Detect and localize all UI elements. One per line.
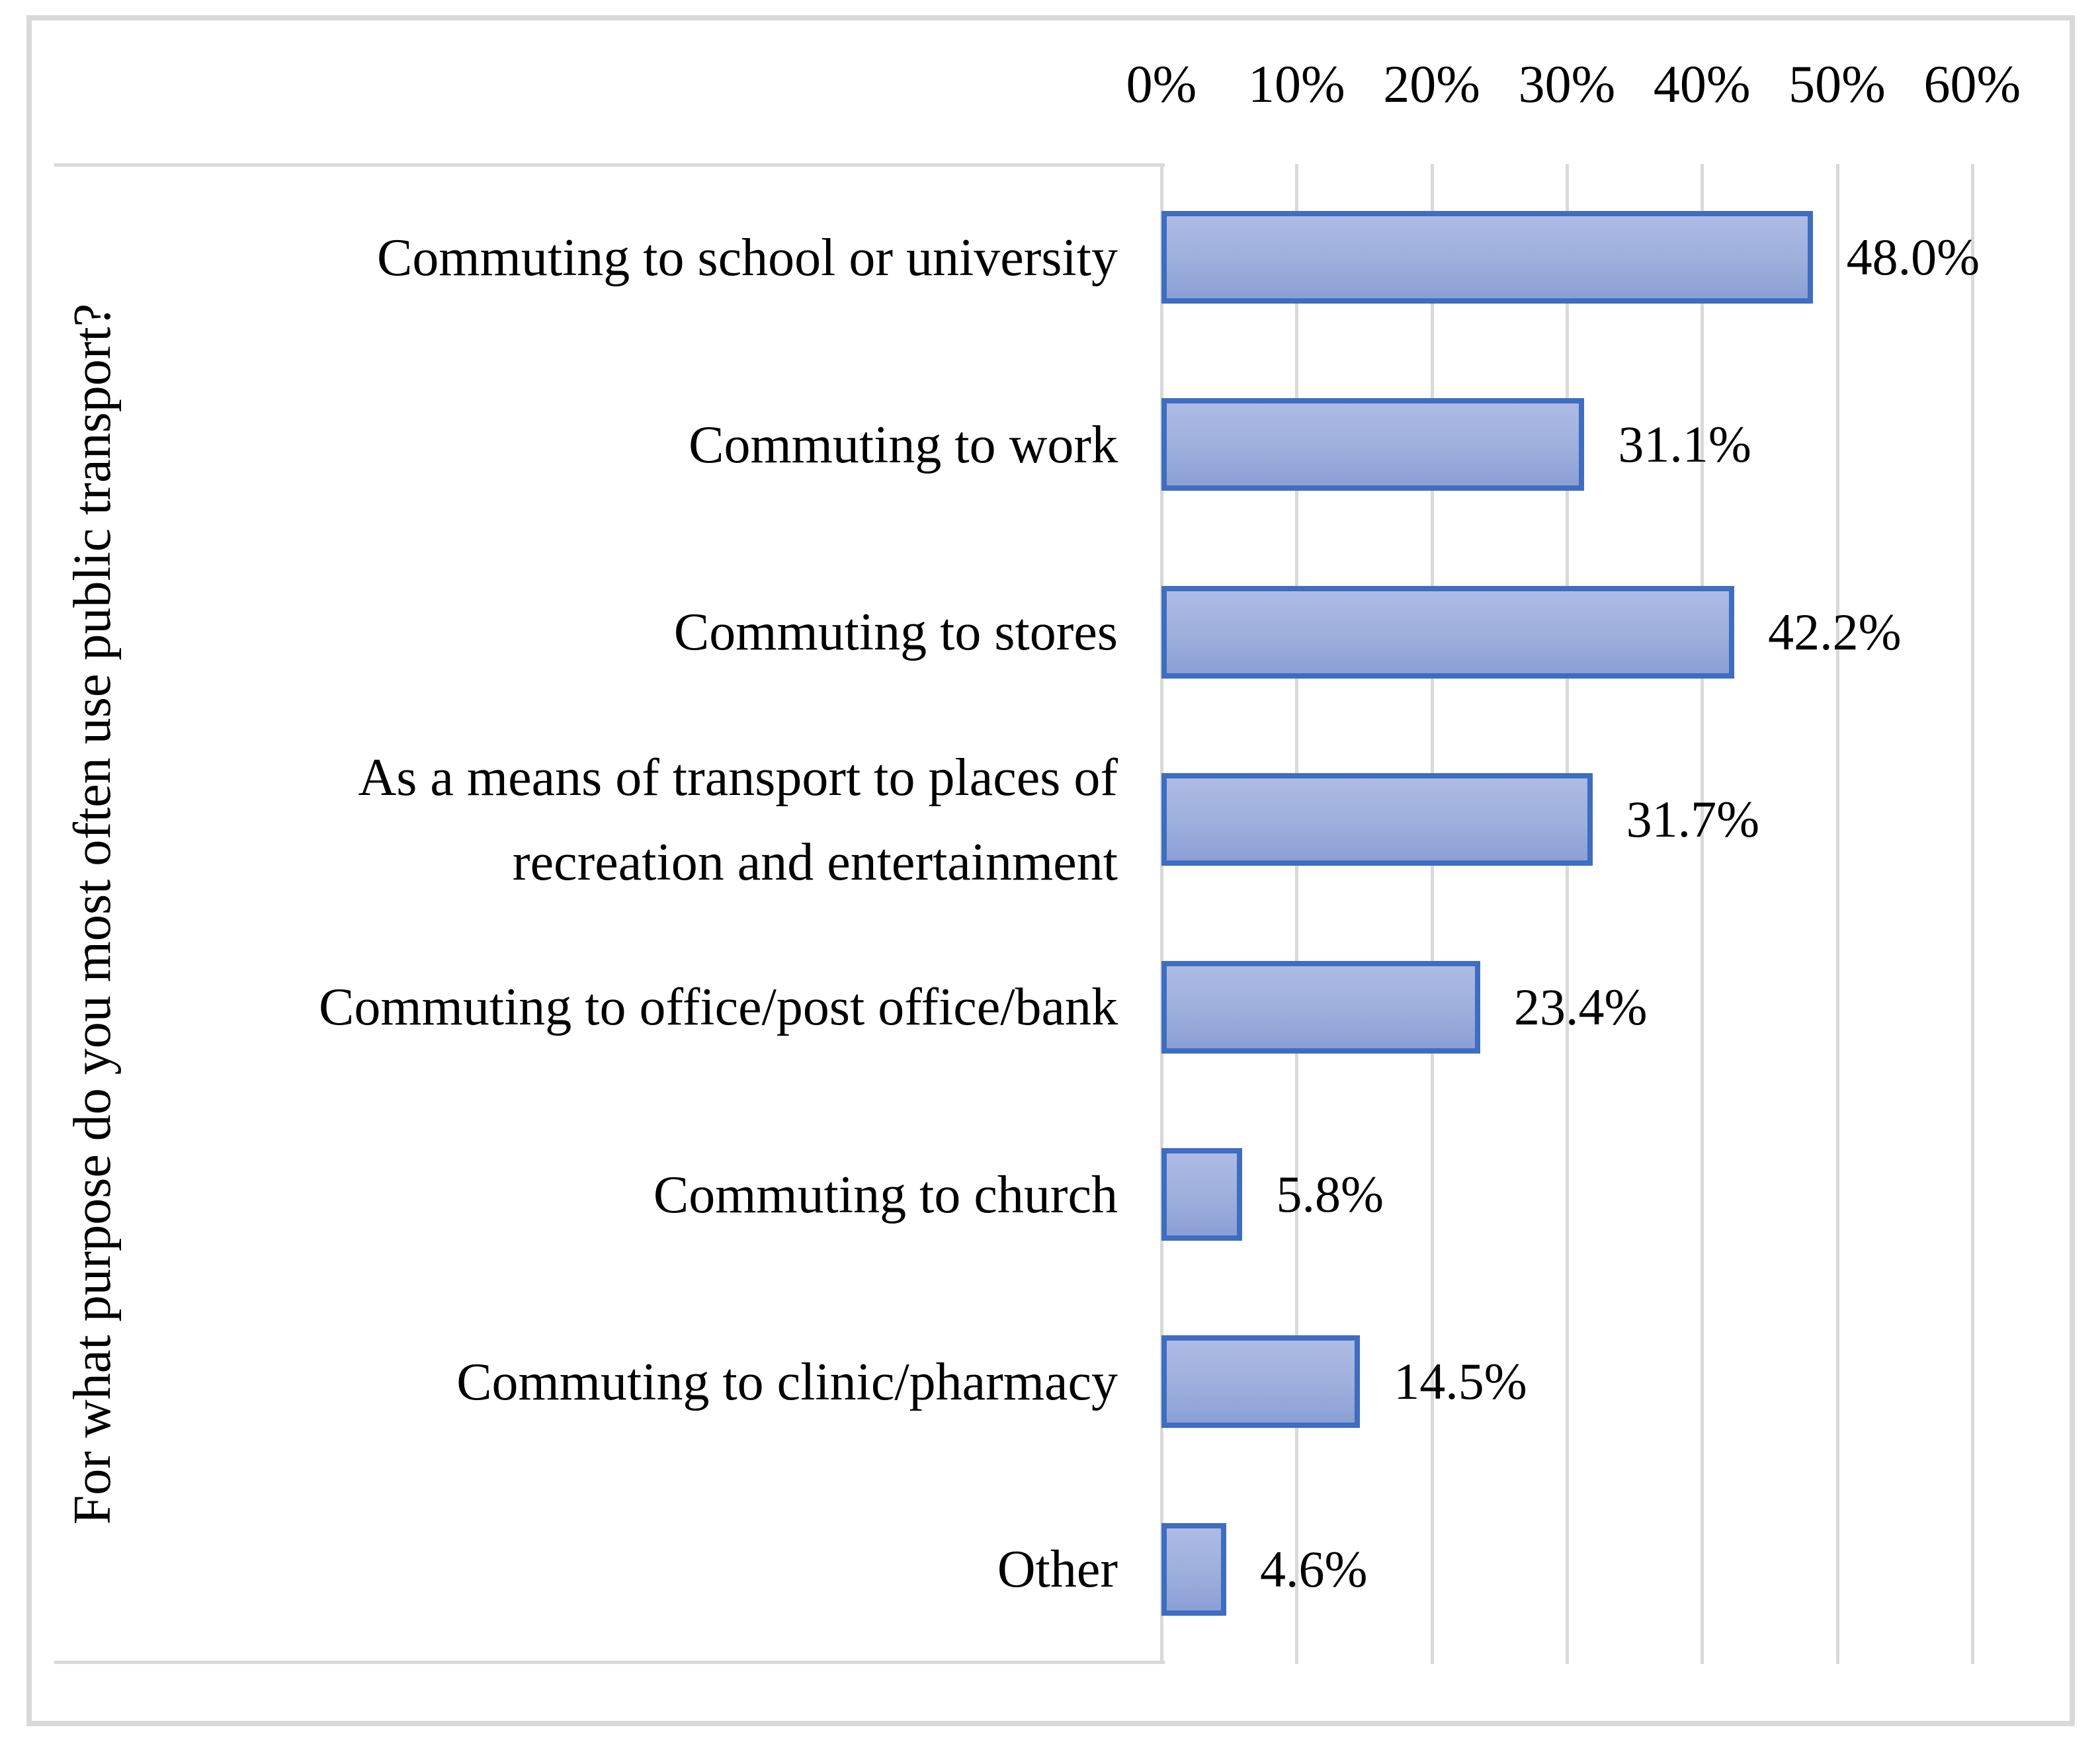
bar-value-label: 48.0% [1846,228,1980,286]
x-tick-label-40%: 40% [1653,56,1751,114]
bar [1161,773,1593,866]
category-label-line: Commuting to work [689,416,1118,475]
bar [1161,1335,1361,1429]
bar [1161,1522,1226,1616]
x-tick-label-10%: 10% [1247,56,1345,114]
category-label-line: Other [997,1540,1118,1599]
bar [1161,960,1481,1054]
gridline-30% [1565,164,1569,1664]
bar-value-label: 42.2% [1768,603,1902,661]
category-label-line: Commuting to clinic/pharmacy [456,1352,1118,1411]
gridline-50% [1835,164,1839,1664]
gridline-60% [1970,164,1974,1664]
category-label: Commuting to school or university [139,164,1118,351]
category-label-line: Commuting to school or university [377,228,1118,287]
bar-value-label: 14.5% [1394,1352,1527,1411]
x-tick-label-50%: 50% [1788,56,1886,114]
category-label: Commuting to stores [139,539,1118,726]
plot-top-border [54,163,1165,167]
bar [1161,398,1585,491]
category-label: Other [139,1476,1118,1663]
y-axis-title: For what purpose do you most often use p… [63,303,122,1525]
category-label: Commuting to work [139,351,1118,538]
gridline-20% [1430,164,1434,1664]
bar-value-label: 31.1% [1618,415,1751,474]
category-label: Commuting to clinic/pharmacy [139,1288,1118,1476]
category-label-line: recreation and entertainment [512,833,1118,892]
bar [1161,211,1813,304]
category-label: Commuting to church [139,1101,1118,1288]
x-tick-label-20%: 20% [1383,56,1480,114]
bar-value-label: 4.6% [1259,1540,1368,1598]
x-tick-label-60%: 60% [1923,56,2021,114]
bar [1161,1147,1243,1241]
category-label-line: As a means of transport to places of [358,748,1118,807]
bar [1161,585,1735,679]
category-label: Commuting to office/post office/bank [139,914,1118,1101]
x-tick-label-30%: 30% [1518,56,1616,114]
category-label-line: Commuting to stores [673,603,1118,662]
bar-value-label: 23.4% [1514,977,1648,1036]
x-tick-label-0%: 0% [1126,56,1197,114]
gridline-0% [1160,164,1163,1664]
category-label-line: Commuting to church [653,1165,1118,1224]
bar-value-label: 31.7% [1626,790,1760,849]
bar-value-label: 5.8% [1276,1165,1384,1223]
gridline-10% [1295,164,1299,1664]
category-label-line: Commuting to office/post office/bank [319,978,1118,1037]
plot-bottom-border [54,1661,1165,1664]
gridline-40% [1701,164,1704,1664]
category-label: As a means of transport to places of recr… [139,726,1118,913]
